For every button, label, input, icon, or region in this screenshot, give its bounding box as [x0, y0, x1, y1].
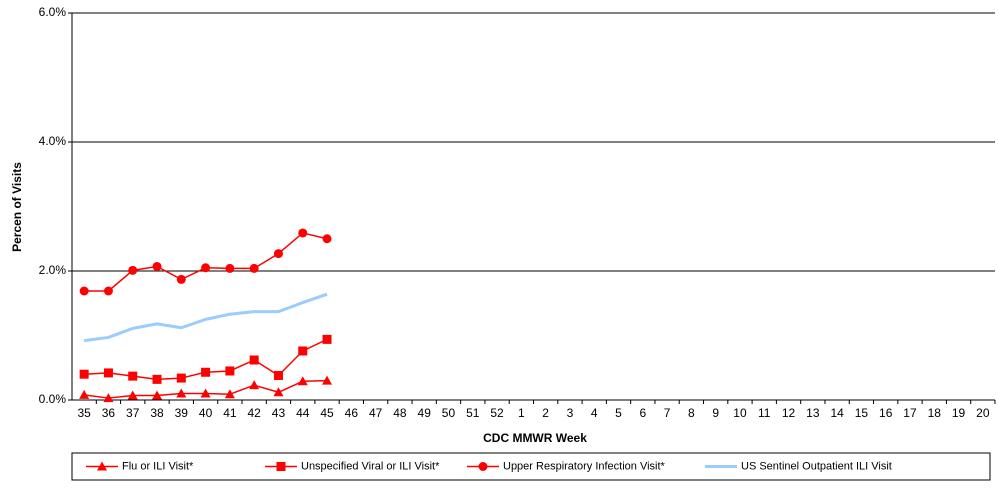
x-tick-label: 41 [223, 406, 237, 420]
x-tick-label: 7 [664, 406, 671, 420]
x-tick-label: 38 [150, 406, 164, 420]
x-tick-label: 18 [928, 406, 942, 420]
data-point [298, 346, 308, 356]
x-tick-label: 44 [296, 406, 310, 420]
x-tick-label: 45 [320, 406, 334, 420]
data-point [249, 263, 259, 273]
x-tick-label: 47 [369, 406, 383, 420]
data-point [200, 388, 211, 398]
x-tick-label: 51 [466, 406, 480, 420]
data-point [152, 390, 163, 400]
x-tick-label: 43 [272, 406, 286, 420]
x-tick-label: 15 [855, 406, 869, 420]
x-tick-label: 50 [442, 406, 456, 420]
legend-marker [478, 462, 488, 471]
x-tick-label: 12 [782, 406, 796, 420]
data-point [103, 393, 114, 403]
data-point [273, 387, 284, 397]
data-point [224, 389, 235, 399]
x-tick-label: 4 [591, 406, 598, 420]
legend-label: Unspecified Viral or ILI Visit* [301, 460, 440, 472]
x-tick-label: 10 [733, 406, 747, 420]
x-tick-label: 11 [758, 406, 771, 420]
data-point [103, 286, 113, 296]
x-tick-label: 20 [976, 406, 990, 420]
x-tick-label: 52 [490, 406, 504, 420]
y-tick-label: 6.0% [39, 5, 67, 19]
x-tick-label: 19 [952, 406, 966, 420]
x-tick-label: 6 [639, 406, 646, 420]
legend-label: US Sentinel Outpatient ILI Visit [741, 460, 892, 472]
data-point [152, 261, 162, 271]
x-tick-label: 17 [903, 406, 917, 420]
y-tick-label: 4.0% [39, 134, 67, 148]
x-tick-label: 3 [567, 406, 574, 420]
data-point [128, 265, 138, 275]
x-tick-label: 8 [688, 406, 695, 420]
x-axis-title: CDC MMWR Week [483, 431, 587, 445]
data-point [103, 368, 113, 378]
legend-box [71, 452, 991, 481]
legend-label: Flu or ILI Visit* [122, 460, 194, 472]
x-tick-label: 14 [830, 406, 844, 420]
data-point [273, 370, 283, 380]
x-tick-label: 42 [247, 406, 261, 420]
data-point [128, 371, 138, 381]
data-point [273, 249, 283, 259]
x-tick-label: 49 [418, 406, 432, 420]
y-tick-label: 0.0% [39, 392, 67, 406]
y-tick-label: 2.0% [39, 263, 67, 277]
x-tick-label: 40 [199, 406, 213, 420]
legend-label: Upper Respiratory Infection Visit* [503, 460, 666, 472]
legend-marker [276, 462, 286, 471]
x-tick-label: 1 [518, 406, 525, 420]
data-point [298, 228, 308, 238]
x-tick-label: 2 [542, 406, 549, 420]
x-tick-label: 39 [175, 406, 189, 420]
x-tick-label: 36 [102, 406, 116, 420]
series-line [84, 232, 328, 292]
x-tick-label: 46 [345, 406, 359, 420]
data-point [152, 374, 162, 384]
data-point [322, 334, 332, 344]
x-tick-label: 9 [712, 406, 719, 420]
data-point [322, 234, 332, 244]
x-tick-label: 35 [77, 406, 91, 420]
data-point [176, 388, 187, 398]
x-tick-label: 16 [879, 406, 893, 420]
x-tick-label: 37 [126, 406, 140, 420]
data-point [322, 375, 333, 385]
data-point [297, 376, 308, 386]
data-point [79, 286, 89, 296]
data-point [176, 373, 186, 383]
data-point [225, 263, 235, 273]
data-point [225, 366, 235, 376]
x-tick-label: 13 [806, 406, 820, 420]
data-point [201, 263, 211, 273]
data-point [176, 274, 186, 284]
data-point [201, 367, 211, 377]
data-point [79, 369, 89, 379]
x-tick-label: 5 [615, 406, 622, 420]
x-tick-label: 48 [393, 406, 407, 420]
data-point [249, 355, 259, 365]
series-line [83, 292, 328, 343]
data-point [79, 389, 90, 399]
data-point [127, 390, 138, 400]
y-axis-title: Percen of Visits [10, 162, 24, 252]
data-point [249, 380, 260, 390]
legend-marker [97, 461, 107, 471]
